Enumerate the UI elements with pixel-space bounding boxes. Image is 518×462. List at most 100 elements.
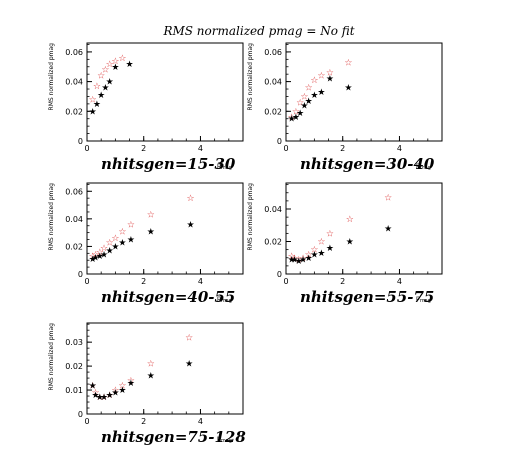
y-tick-label: 0.04 — [264, 78, 282, 87]
data-point-series-1: ☆ — [101, 66, 109, 76]
data-point-series-2: ★ — [326, 244, 334, 254]
data-point-series-2: ★ — [147, 227, 155, 237]
data-point-series-1: ☆ — [89, 95, 97, 105]
data-point-series-2: ★ — [310, 91, 318, 101]
plot-1: 0 0.02 0.04 0.06 0 2 4 RMS normalized pmag pmagn… — [48, 42, 244, 173]
data-point-series-2: ★ — [96, 252, 104, 262]
x-tick-label: 4 — [198, 417, 203, 426]
data-point-series-2: ★ — [111, 388, 119, 398]
x-tick-label: 4 — [397, 144, 402, 153]
data-point-series-2: ★ — [288, 255, 296, 265]
y-tick-label: 0.06 — [65, 48, 83, 57]
data-point-series-2: ★ — [118, 238, 126, 248]
data-point-series-2: ★ — [346, 238, 354, 248]
data-point-series-1: ☆ — [96, 248, 104, 258]
data-point-series-1: ☆ — [91, 251, 99, 261]
data-point-series-1: ☆ — [106, 238, 114, 248]
data-point-series-1: ☆ — [305, 251, 313, 261]
x-axis-label: pmag — [416, 295, 431, 304]
y-axis-label: RMS normalized pmag — [48, 43, 55, 111]
data-point-series-2: ★ — [106, 391, 114, 401]
data-point-series-2: ★ — [93, 100, 101, 110]
y-tick-label: 0.04 — [65, 78, 83, 87]
y-tick-label: 0 — [78, 270, 83, 279]
x-axis-label: pmag — [416, 162, 431, 171]
data-point-series-2: ★ — [101, 84, 109, 94]
x-axis-label: pmag — [217, 162, 232, 171]
y-tick-label: 0.02 — [65, 242, 83, 251]
data-point-series-1: ☆ — [326, 69, 334, 79]
data-point-series-1: ☆ — [292, 107, 300, 117]
data-point-series-1: ☆ — [111, 57, 119, 67]
data-point-series-1: ☆ — [290, 254, 298, 264]
data-point-series-2: ★ — [290, 255, 298, 265]
plot-frame — [86, 322, 244, 415]
x-tick-label: 2 — [141, 277, 146, 286]
data-point-series-1: ☆ — [317, 72, 325, 82]
x-tick-label: 2 — [141, 144, 146, 153]
y-tick-label: 0.02 — [264, 107, 282, 116]
data-point-series-2: ★ — [100, 251, 108, 261]
plot-frame — [285, 42, 443, 142]
x-axis-label-sub: mag — [221, 298, 232, 304]
x-tick-label: 0 — [84, 277, 89, 286]
data-point-series-2: ★ — [295, 257, 303, 267]
data-point-series-1: ☆ — [384, 194, 392, 204]
x-tick-label: 2 — [340, 277, 345, 286]
data-point-series-2: ★ — [310, 251, 318, 261]
y-tick-label: 0.04 — [264, 205, 282, 214]
plot-3: 0 0.02 0.04 0.06 0 2 4 RMS normalized pmag pmagn… — [48, 182, 244, 306]
y-axis-label: RMS normalized pmag — [247, 43, 254, 111]
y-tick-label: 0.02 — [264, 238, 282, 247]
data-point-series-1: ☆ — [288, 113, 296, 123]
x-tick-label: 2 — [340, 144, 345, 153]
y-tick-label: 0.06 — [264, 48, 282, 57]
plot-frame — [86, 182, 244, 275]
data-point-series-2: ★ — [305, 254, 313, 264]
data-point-series-1: ☆ — [310, 76, 318, 86]
y-axis-label: RMS normalized pmag — [48, 323, 55, 391]
plot-title: nhitsgen=55-75 — [300, 288, 434, 306]
data-point-series-1: ☆ — [326, 229, 334, 239]
data-point-series-1: ☆ — [344, 58, 352, 68]
data-point-series-1: ☆ — [91, 388, 99, 398]
data-point-series-2: ★ — [185, 360, 193, 370]
data-point-series-1: ☆ — [127, 376, 135, 386]
data-point-series-2: ★ — [288, 115, 296, 125]
data-point-series-1: ☆ — [89, 252, 97, 262]
data-point-series-1: ☆ — [127, 220, 135, 230]
x-axis-label-sub: mag — [221, 165, 232, 171]
data-point-series-1: ☆ — [89, 381, 97, 391]
data-point-series-2: ★ — [106, 78, 114, 88]
plot-5: 0 0.01 0.02 0.03 0 2 4 RMS normalized pmag pmagn… — [48, 322, 246, 446]
data-point-series-2: ★ — [299, 255, 307, 265]
data-point-series-2: ★ — [127, 236, 135, 246]
y-tick-label: 0.02 — [65, 362, 83, 371]
x-axis-label: pmag — [217, 435, 232, 444]
plot-title: nhitsgen=40-55 — [101, 288, 235, 306]
data-point-series-2: ★ — [292, 113, 300, 123]
data-point-series-2: ★ — [186, 220, 194, 230]
data-point-series-2: ★ — [111, 242, 119, 252]
x-tick-label: 4 — [198, 277, 203, 286]
x-axis-label-sub: mag — [420, 165, 431, 171]
y-tick-label: 0.02 — [65, 107, 83, 116]
data-point-series-2: ★ — [147, 372, 155, 382]
data-point-series-2: ★ — [326, 75, 334, 85]
data-point-series-1: ☆ — [96, 393, 104, 403]
data-point-series-1: ☆ — [288, 252, 296, 262]
data-point-series-2: ★ — [300, 101, 308, 111]
data-point-series-1: ☆ — [106, 391, 114, 401]
y-tick-label: 0.01 — [65, 386, 83, 395]
data-point-series-2: ★ — [96, 393, 104, 403]
data-point-series-2: ★ — [126, 60, 134, 70]
data-point-series-1: ☆ — [97, 72, 105, 82]
y-tick-label: 0 — [277, 137, 282, 146]
data-point-series-1: ☆ — [295, 255, 303, 265]
x-tick-label: 4 — [198, 144, 203, 153]
y-tick-label: 0.04 — [65, 215, 83, 224]
data-point-series-2: ★ — [305, 97, 313, 107]
x-tick-label: 0 — [283, 277, 288, 286]
